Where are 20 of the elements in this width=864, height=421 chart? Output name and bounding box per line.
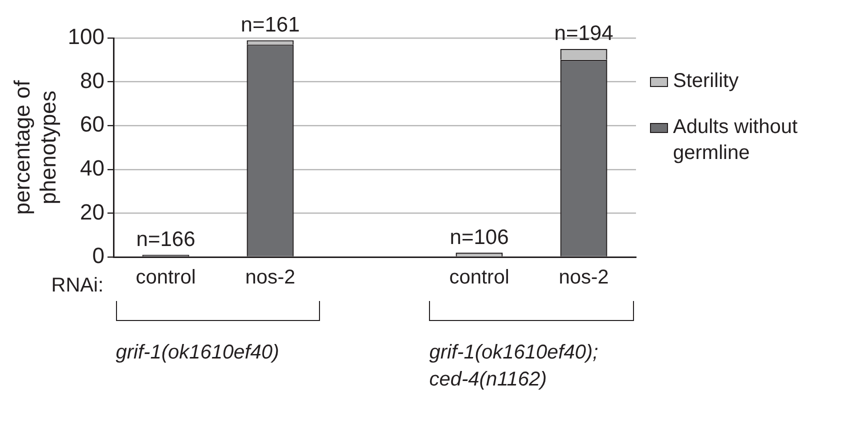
text: grif-1(ok1610ef40); ced-4(n1162) <box>429 342 598 391</box>
text: RNAi: <box>51 274 104 297</box>
y-tick-label: 60 <box>80 112 105 137</box>
annotation: n=166 <box>136 228 196 252</box>
y-tick-label: 0 <box>92 243 105 268</box>
legend-label: Sterility <box>673 69 739 94</box>
text: n=161 <box>240 13 300 36</box>
x-tick-label: control <box>449 266 510 289</box>
x-tick-label: control <box>136 266 196 289</box>
annotation: n=106 <box>450 226 509 249</box>
y-tick-label: 80 <box>80 68 105 93</box>
text: grif-1(ok1610ef40) <box>116 342 280 364</box>
x-tick-label: nos-2 <box>558 266 609 289</box>
y-tick-label: 100 <box>68 24 105 50</box>
y-tick-label: 40 <box>80 155 105 180</box>
annotation: n=194 <box>554 22 614 46</box>
y-axis-title: percentage of phenotypes <box>9 79 61 215</box>
x-tick-label: nos-2 <box>245 266 296 289</box>
y-tick-label: 20 <box>80 199 105 224</box>
legend-label: Adults without germline <box>673 115 799 166</box>
